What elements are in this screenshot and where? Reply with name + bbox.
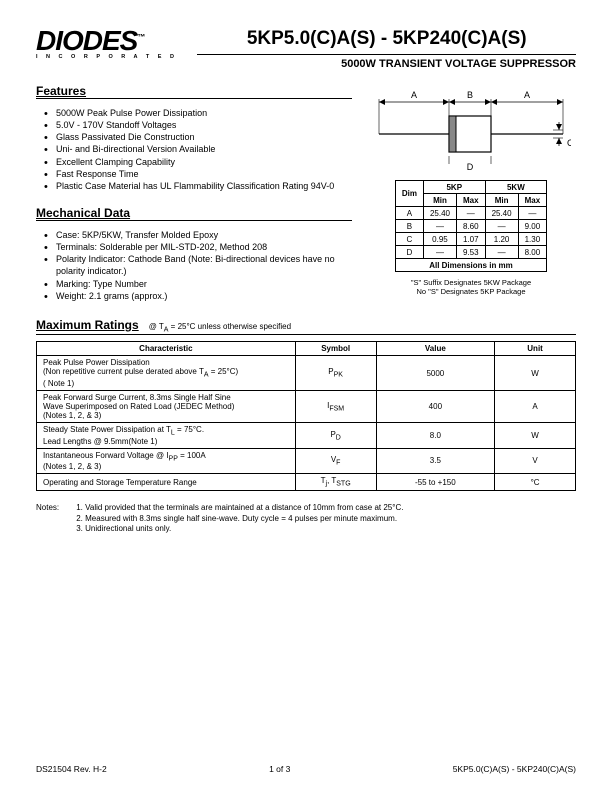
list-item: Uni- and Bi-directional Version Availabl… — [44, 143, 352, 155]
list-item: 5000W Peak Pulse Power Dissipation — [44, 107, 352, 119]
dim-label-a2: A — [524, 90, 530, 100]
page-footer: DS21504 Rev. H-2 1 of 3 5KP5.0(C)A(S) - … — [36, 764, 576, 774]
sym-cell: IFSM — [295, 391, 376, 423]
list-item: 5.0V - 170V Standoff Voltages — [44, 119, 352, 131]
dim-col: Dim — [395, 181, 423, 207]
footer-center: 1 of 3 — [269, 764, 290, 774]
list-item: Plastic Case Material has UL Flammabilit… — [44, 180, 352, 192]
max-ratings-heading: Maximum Ratings @ TA = 25°C unless other… — [36, 318, 576, 336]
left-column: Features 5000W Peak Pulse Power Dissipat… — [36, 84, 352, 302]
mechanical-heading: Mechanical Data — [36, 206, 130, 220]
dim-foot: All Dimensions in mm — [395, 259, 546, 272]
max-ratings-table: Characteristic Symbol Value Unit Peak Pu… — [36, 341, 576, 490]
part-title: 5KP5.0(C)A(S) - 5KP240(C)A(S) — [197, 28, 576, 55]
list-item: Weight: 2.1 grams (approx.) — [44, 290, 352, 302]
list-item: Polarity Indicator: Cathode Band (Note: … — [44, 253, 352, 277]
sym-cell: Tj, TSTG — [295, 474, 376, 491]
package-note: "S" Suffix Designates 5KW Package No "S"… — [411, 278, 531, 296]
dim-label-c: C — [567, 138, 571, 148]
title-block: 5KP5.0(C)A(S) - 5KP240(C)A(S) 5000W TRAN… — [197, 28, 576, 70]
dim-label-a: A — [411, 90, 417, 100]
list-item: Excellent Clamping Capability — [44, 156, 352, 168]
sym-cell: VF — [295, 448, 376, 474]
char-cell: Peak Forward Surge Current, 8.3ms Single… — [37, 391, 296, 423]
list-item: Marking: Type Number — [44, 278, 352, 290]
char-cell: Steady State Power Dissipation at TL = 7… — [37, 423, 296, 449]
list-item: Glass Passivated Die Construction — [44, 131, 352, 143]
dim-label-b: B — [467, 90, 473, 100]
pkg-5kw: 5KW — [485, 181, 547, 194]
features-heading: Features — [36, 84, 86, 98]
char-cell: Instantaneous Forward Voltage @ IPP = 10… — [37, 448, 296, 474]
package-diagram: A B A C D — [371, 84, 571, 174]
logo-main: DIODES™ — [36, 28, 177, 53]
notes-block: Notes: 1. Valid provided that the termin… — [36, 503, 576, 535]
notes-body: 1. Valid provided that the terminals are… — [76, 503, 556, 535]
sym-cell: PPK — [295, 356, 376, 391]
list-item: Terminals: Solderable per MIL-STD-202, M… — [44, 241, 352, 253]
pkg-5kp: 5KP — [423, 181, 485, 194]
list-item: Case: 5KP/5KW, Transfer Molded Epoxy — [44, 229, 352, 241]
dimension-table: Dim 5KP 5KW Min Max Min Max A25.40—25.40… — [395, 180, 547, 272]
notes-label: Notes: — [36, 503, 74, 514]
list-item: Fast Response Time — [44, 168, 352, 180]
dim-label-d: D — [467, 162, 474, 172]
logo: DIODES™ I N C O R P O R A T E D — [36, 28, 177, 60]
char-cell: Peak Pulse Power Dissipation(Non repetit… — [37, 356, 296, 391]
logo-sub: I N C O R P O R A T E D — [36, 54, 177, 60]
sym-cell: PD — [295, 423, 376, 449]
max-condition: @ TA = 25°C unless otherwise specified — [149, 322, 291, 334]
mechanical-list: Case: 5KP/5KW, Transfer Molded Epoxy Ter… — [36, 229, 352, 302]
footer-left: DS21504 Rev. H-2 — [36, 764, 107, 774]
subtitle: 5000W TRANSIENT VOLTAGE SUPPRESSOR — [197, 58, 576, 70]
right-column: A B A C D — [366, 84, 576, 302]
footer-right: 5KP5.0(C)A(S) - 5KP240(C)A(S) — [453, 764, 576, 774]
header-row: DIODES™ I N C O R P O R A T E D 5KP5.0(C… — [36, 28, 576, 70]
features-list: 5000W Peak Pulse Power Dissipation 5.0V … — [36, 107, 352, 192]
